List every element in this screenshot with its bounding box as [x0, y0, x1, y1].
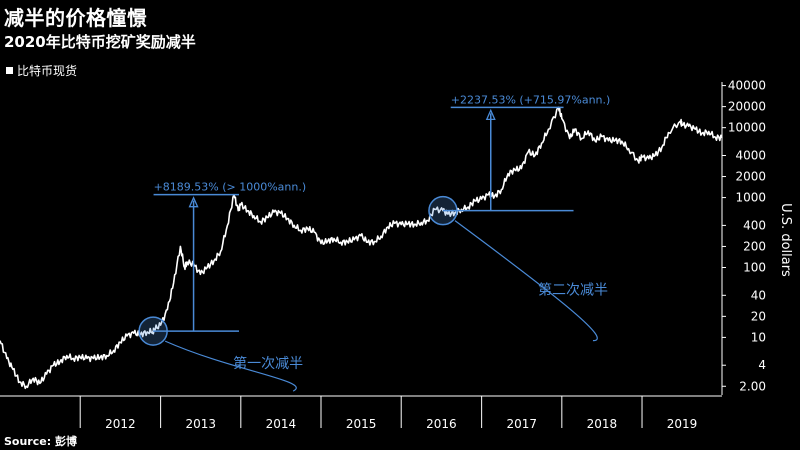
y-tick-label: 200: [743, 239, 766, 253]
y-tick-label: 4: [758, 358, 766, 372]
y-tick-label: 2000: [735, 170, 766, 184]
legend-label: 比特币现货: [17, 64, 78, 78]
x-tick-label: 2015: [346, 417, 377, 431]
x-tick-label: 2014: [266, 417, 297, 431]
chart-title: 减半的价格憧憬: [4, 6, 148, 30]
y-tick-label: 10000: [728, 121, 766, 135]
x-tick-label: 2013: [185, 417, 216, 431]
x-tick-label: 2016: [426, 417, 457, 431]
y-tick-label: 20: [751, 309, 766, 323]
y-tick-label: 400: [743, 218, 766, 232]
legend-swatch: [6, 67, 13, 74]
y-tick-label: 4000: [735, 148, 766, 162]
y-tick-label: 2.00: [739, 379, 766, 393]
y-axis-title: U.S. dollars: [778, 203, 793, 277]
halving-marker: [428, 195, 458, 226]
halving-marker: [138, 316, 168, 346]
y-tick-label: 40000: [728, 79, 766, 93]
chart-subtitle: 2020年比特币挖矿奖励减半: [4, 33, 196, 51]
halving-label: 第二次减半: [538, 282, 608, 299]
y-tick-label: 10: [751, 330, 766, 344]
y-tick-label: 40: [751, 288, 766, 302]
price-line: [0, 106, 723, 390]
halving-leader: [454, 220, 598, 342]
x-tick-label: 2017: [506, 417, 537, 431]
annotation-label: +2237.53% (+715.97%ann.): [451, 93, 611, 106]
halving-label: 第一次减半: [233, 355, 303, 372]
source-note: Source: 彭博: [4, 435, 77, 448]
annotation-label: +8189.53% (> 1000%ann.): [154, 181, 307, 194]
y-tick-label: 1000: [735, 191, 766, 205]
x-tick-label: 2019: [667, 417, 698, 431]
annotation-arrow-head: [485, 108, 496, 121]
x-tick-label: 2012: [105, 417, 136, 431]
legend: 比特币现货: [6, 62, 77, 79]
annotation-arrow-head: [188, 196, 199, 208]
x-tick-label: 2018: [587, 417, 618, 431]
halving-leader: [164, 340, 297, 392]
y-tick-label: 20000: [728, 100, 766, 114]
y-tick-label: 100: [743, 260, 766, 274]
